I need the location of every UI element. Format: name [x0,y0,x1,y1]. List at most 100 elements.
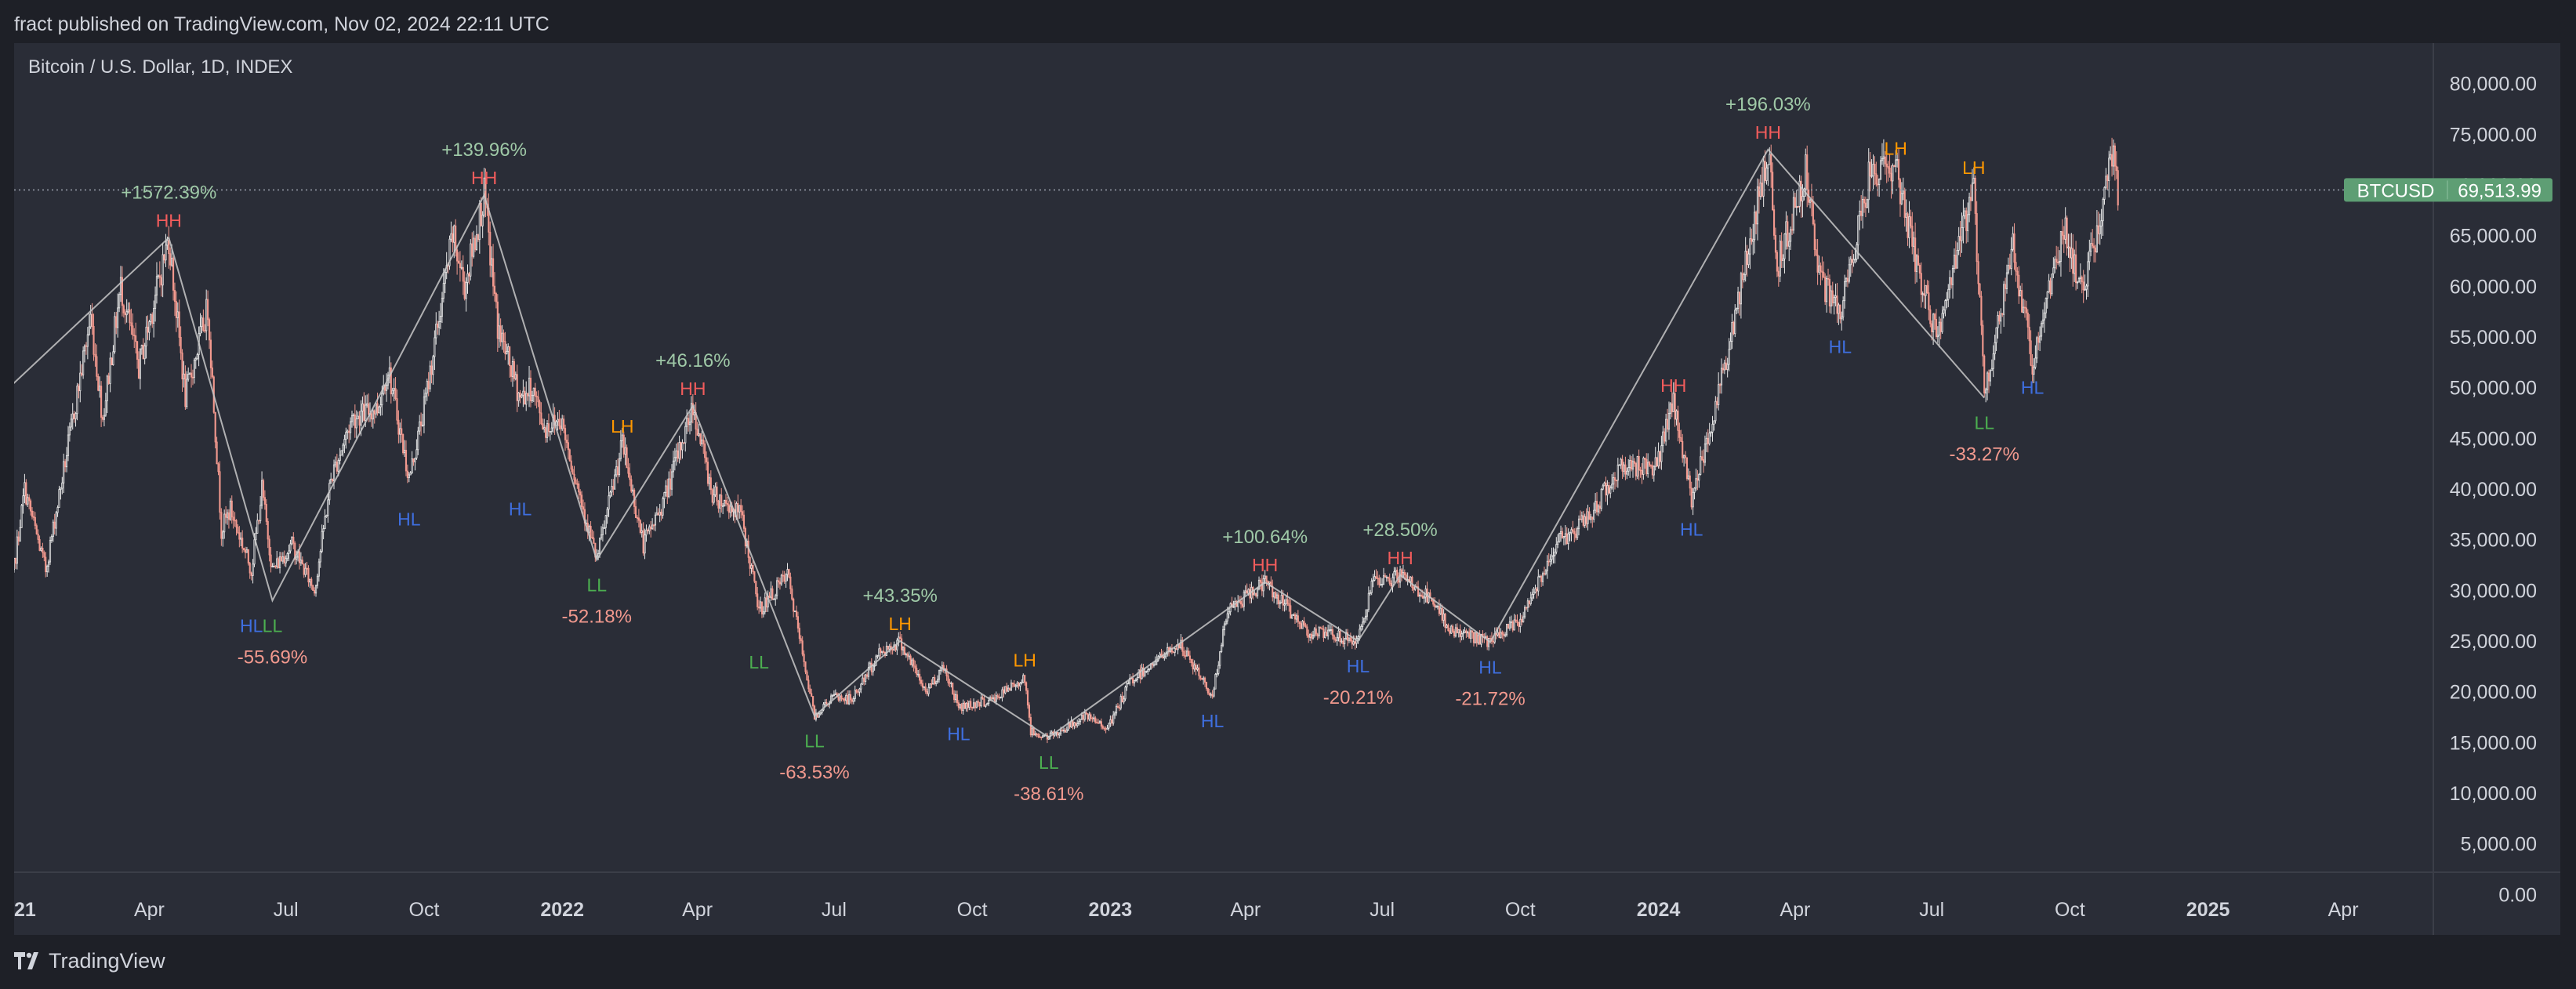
candle [1925,284,1927,309]
tradingview-footer[interactable]: TradingView [14,945,165,976]
candle [1297,610,1299,628]
candle-body [655,513,658,516]
y-tick-label: 80,000.00 [2450,74,2537,96]
candle [1967,202,1969,243]
candle [207,290,209,327]
candle [1671,391,1673,418]
candle [588,524,590,542]
candle [1139,665,1141,684]
candle [764,592,766,615]
candle [1708,422,1711,446]
candle [845,693,847,705]
x-tick-label: Oct [2055,899,2085,921]
candle [1123,695,1125,705]
candle-body [1665,418,1667,442]
candle [517,392,520,407]
candle [1783,233,1786,274]
candle [1225,618,1227,626]
candle-body [550,427,553,432]
candle-body [2030,340,2032,366]
candle [714,482,717,498]
candle [1288,597,1290,612]
candle-body [1813,223,1816,250]
candle-body [669,478,672,490]
candle [96,344,98,381]
candle [1078,718,1080,726]
candle-body [394,388,397,400]
candle-body [521,394,523,398]
candle [82,346,85,379]
candle [1119,694,1122,711]
candle-body [2082,281,2084,291]
candle-body [608,495,610,510]
candle-body [438,321,441,328]
candle [789,572,792,595]
candle-body [1734,310,1736,335]
candle [1740,271,1742,319]
candle-body [657,513,659,516]
candle-body [1533,592,1535,595]
candle-body [1432,600,1435,605]
candle-body [1411,576,1413,589]
candle-body [903,647,906,655]
candle-body [819,712,822,715]
candle-body [651,524,654,530]
candle [155,262,158,304]
candle [176,302,179,328]
candle-body [169,253,172,266]
candle-body [2048,280,2050,292]
chart-panel[interactable]: HH HL LL HL HH HL LL LH HH LL LL LH HL LH LL HL HH HL HH HL… [14,43,2560,935]
candle-body [1513,619,1515,631]
candle-body [673,457,676,462]
candle [1667,401,1671,440]
candle-body [201,317,203,328]
candle [583,502,586,531]
candle [1816,239,1819,285]
candle [1506,624,1508,637]
candle-body [230,500,233,518]
candle-body [419,421,421,432]
candle-body [714,486,717,495]
candle [303,563,305,578]
candle [1653,465,1655,482]
candle [1181,636,1184,657]
candle [1665,413,1667,446]
candle [441,292,444,324]
candle-body [2044,298,2047,313]
candle-body [1457,629,1460,634]
candle-body [1195,665,1197,670]
candle [1928,281,1930,321]
candle [657,508,659,516]
candle-body [1349,637,1351,641]
candle [1826,275,1828,313]
candle-body [434,337,436,357]
candle-body [749,556,751,569]
candle-body [1761,182,1763,197]
candle [740,498,742,519]
candle [1915,254,1918,283]
candle [1809,198,1812,208]
candle [686,409,688,434]
candle [978,701,981,711]
candle-body [2023,306,2026,309]
candle-body [143,345,146,360]
candle [1290,599,1292,619]
candle-body [68,426,71,436]
candle-body [1366,609,1369,617]
candle-body [678,442,680,459]
candle [1132,672,1134,687]
candle [935,680,938,687]
candle [1790,226,1792,251]
candle [1580,511,1583,523]
candle-body [1863,198,1866,204]
candle [965,702,967,712]
candle-body [1613,477,1616,481]
candle-body [601,527,604,535]
candle-body [1083,712,1086,720]
candle-body [439,316,442,322]
candle-body [953,694,956,701]
candle-body [1812,201,1814,225]
candle-body [773,598,775,600]
candle-body [1910,216,1912,226]
